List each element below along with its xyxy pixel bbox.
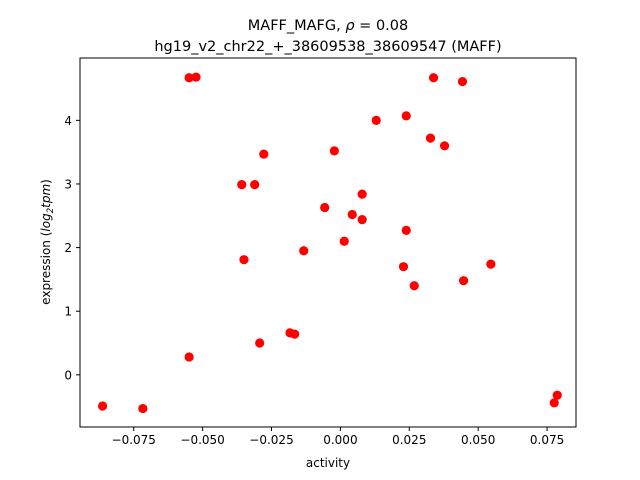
data-point-26 [439, 141, 450, 151]
data-point-0 [97, 401, 108, 411]
x-tick-label: −0.050 [180, 433, 224, 447]
y-tick-label: 0 [64, 368, 72, 382]
data-point-17 [357, 214, 367, 225]
data-point-19 [371, 115, 381, 125]
axes-frame [79, 57, 577, 428]
data-point-8 [255, 338, 265, 348]
data-point-2 [184, 73, 194, 83]
data-point-11 [290, 329, 300, 339]
plot-area [97, 72, 562, 414]
x-tick-label: −0.025 [249, 433, 293, 447]
y-axis-ticks: 0 1 2 3 4 [64, 114, 80, 382]
data-point-25 [428, 73, 439, 83]
data-point-29 [486, 259, 496, 269]
data-point-28 [458, 276, 469, 286]
data-point-20 [398, 262, 409, 272]
y-tick-label: 1 [64, 305, 72, 319]
data-point-24 [425, 133, 436, 143]
data-point-6 [239, 255, 249, 265]
data-point-22 [401, 111, 411, 121]
data-point-1 [138, 403, 148, 414]
x-tick-label: −0.075 [112, 433, 156, 447]
data-point-13 [320, 202, 330, 213]
data-point-21 [401, 225, 411, 236]
data-point-23 [409, 281, 419, 291]
x-tick-label: 0.000 [323, 433, 357, 447]
data-point-14 [329, 146, 339, 156]
chart-title-line2: hg19_v2_chr22_+_38609538_38609547 (MAFF) [154, 39, 501, 55]
y-tick-label: 3 [64, 177, 72, 191]
chart-title-line1: MAFF_MAFG, ρ = 0.08 [248, 18, 408, 34]
y-tick-label: 4 [64, 114, 72, 128]
data-point-12 [299, 246, 309, 256]
data-point-5 [237, 180, 247, 190]
data-point-4 [184, 352, 194, 362]
data-point-15 [339, 236, 349, 246]
data-point-27 [457, 76, 468, 87]
data-point-7 [250, 180, 260, 190]
data-point-16 [347, 209, 357, 220]
x-axis-ticks: −0.075 −0.050 −0.025 0.000 0.025 0.050 0.075 [112, 427, 564, 447]
y-axis-label: expression (log2tpm) [39, 179, 56, 305]
data-point-9 [259, 149, 269, 159]
y-tick-label: 2 [64, 241, 72, 255]
data-point-3 [191, 72, 201, 82]
data-point-30 [549, 398, 559, 408]
x-tick-label: 0.075 [530, 433, 564, 447]
data-point-31 [552, 390, 562, 400]
data-point-18 [357, 189, 367, 199]
x-tick-label: 0.025 [392, 433, 426, 447]
x-axis-label: activity [306, 456, 350, 470]
x-tick-label: 0.050 [461, 433, 495, 447]
